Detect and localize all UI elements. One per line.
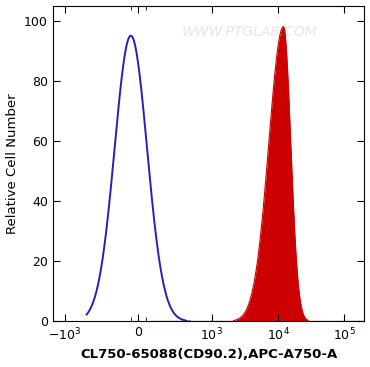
X-axis label: CL750-65088(CD90.2),APC-A750-A: CL750-65088(CD90.2),APC-A750-A — [80, 348, 337, 361]
Text: WWW.PTGLAB.COM: WWW.PTGLAB.COM — [181, 25, 317, 39]
Y-axis label: Relative Cell Number: Relative Cell Number — [6, 93, 18, 234]
